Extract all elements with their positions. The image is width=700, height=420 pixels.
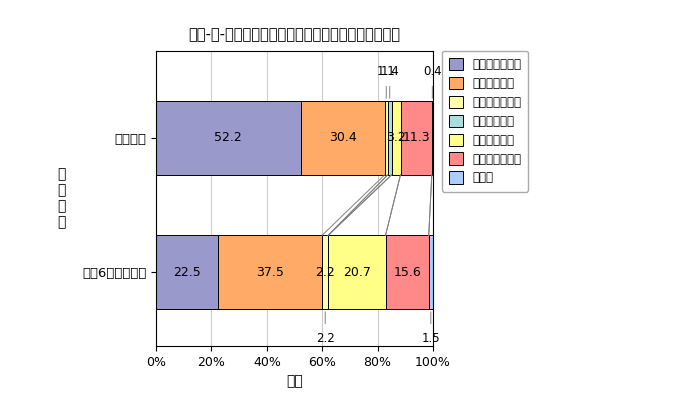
Text: 3.2: 3.2 — [386, 131, 406, 144]
Text: 11.3: 11.3 — [402, 131, 430, 144]
Bar — [388, 101, 392, 175]
Title: 図２-２-３　本人の職業と学種との関係（短期大学）: 図２-２-３ 本人の職業と学種との関係（短期大学） — [188, 28, 400, 42]
Text: 2.2: 2.2 — [316, 332, 335, 345]
Bar — [386, 235, 428, 309]
Y-axis label: 返
還
種
別: 返 還 種 別 — [57, 167, 65, 230]
Bar — [432, 101, 433, 175]
Bar — [385, 101, 388, 175]
Text: 22.5: 22.5 — [174, 265, 201, 278]
Bar — [156, 235, 218, 309]
Text: 20.7: 20.7 — [343, 265, 371, 278]
Text: 1.5: 1.5 — [421, 332, 440, 345]
Bar — [392, 101, 400, 175]
Bar — [322, 235, 328, 309]
Bar — [156, 101, 300, 175]
Text: 0.4: 0.4 — [423, 65, 442, 78]
Text: 1.1: 1.1 — [377, 65, 395, 78]
Bar — [218, 235, 322, 309]
Bar — [300, 101, 385, 175]
Text: 1.4: 1.4 — [380, 65, 399, 78]
Legend: 正社員・正職員, アルバイト等, 自営業・経営者, 学生（留学）, 無職・休職中, 専業主婦（夫）, その他: 正社員・正職員, アルバイト等, 自営業・経営者, 学生（留学）, 無職・休職中… — [442, 51, 528, 192]
Text: 15.6: 15.6 — [393, 265, 421, 278]
Text: 2.2: 2.2 — [316, 265, 335, 278]
Bar — [400, 101, 432, 175]
Bar — [428, 235, 433, 309]
Text: 37.5: 37.5 — [256, 265, 284, 278]
Text: 30.4: 30.4 — [329, 131, 356, 144]
Text: 52.2: 52.2 — [214, 131, 242, 144]
X-axis label: 割合: 割合 — [286, 374, 303, 388]
Bar — [328, 235, 386, 309]
